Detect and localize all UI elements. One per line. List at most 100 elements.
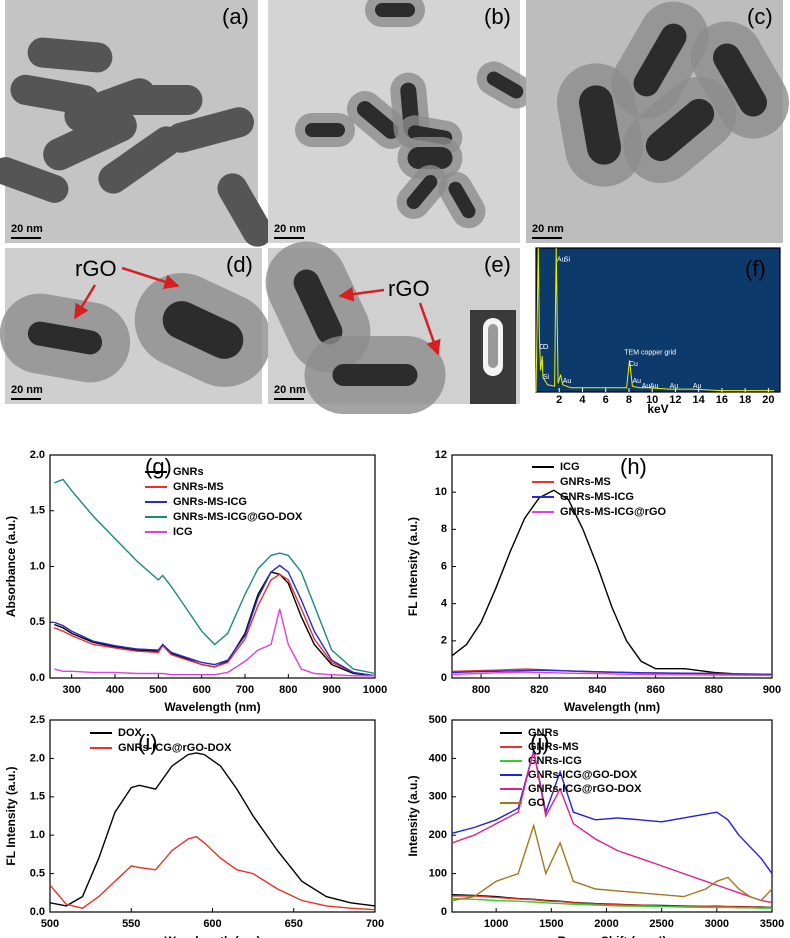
x-tick-label: 10 xyxy=(646,394,658,406)
x-tick-label: 12 xyxy=(669,394,681,406)
panel-label: (i) xyxy=(138,730,158,755)
legend-label: GNRs-MS-ICG@rGO xyxy=(560,506,667,518)
arrow xyxy=(73,284,97,320)
x-tick-label: 3500 xyxy=(760,918,784,930)
annotation: Si xyxy=(564,256,571,263)
panel-label: (f) xyxy=(745,256,766,281)
legend-label: GNRs-ICG@rGO-DOX xyxy=(118,742,232,754)
nanorod xyxy=(43,109,137,171)
y-tick-label: 0 xyxy=(441,672,447,684)
series-line xyxy=(451,823,773,902)
annotation: Au xyxy=(670,383,679,390)
annotation: Au xyxy=(693,383,702,390)
x-tick-label: 700 xyxy=(366,918,384,930)
nanorod xyxy=(396,165,448,219)
arrow xyxy=(121,266,180,290)
panel-label: (d) xyxy=(226,252,253,277)
nanorod xyxy=(611,1,709,119)
x-axis-label: Wavelength (nm) xyxy=(164,700,260,714)
x-tick-label: 800 xyxy=(279,684,297,696)
arrow xyxy=(338,286,385,302)
gold-core xyxy=(27,37,113,73)
x-tick-label: 4 xyxy=(579,394,586,406)
gold-core xyxy=(645,98,715,162)
legend-label: GNRs-MS xyxy=(528,741,579,753)
panel-label: (c) xyxy=(747,4,773,29)
nanorod xyxy=(346,91,410,149)
x-axis-label: Raman Shift (cm⁻¹) xyxy=(557,934,666,938)
x-tick-label: 840 xyxy=(588,684,606,696)
legend-label: GNRs-MS-ICG@GO-DOX xyxy=(173,511,303,523)
series-line xyxy=(451,897,772,909)
x-tick-label: 20 xyxy=(762,394,774,406)
plot-area xyxy=(535,247,781,393)
panel-label: (b) xyxy=(484,4,511,29)
nanorod xyxy=(304,336,446,414)
x-tick-label: 650 xyxy=(285,918,303,930)
y-tick-label: 12 xyxy=(435,449,447,461)
gold-core xyxy=(407,147,453,169)
x-tick-label: 500 xyxy=(149,684,167,696)
x-tick-label: 1000 xyxy=(484,918,508,930)
x-tick-label: 2500 xyxy=(649,918,673,930)
x-tick-label: 6 xyxy=(603,394,609,406)
x-tick-label: 1500 xyxy=(539,918,563,930)
x-tick-label: 3000 xyxy=(705,918,729,930)
nanorod xyxy=(98,126,182,194)
panel-label: (h) xyxy=(620,454,647,479)
gold-core xyxy=(166,107,254,153)
y-axis-label: FL Intensity (a.u.) xyxy=(4,766,18,865)
x-tick-label: 2000 xyxy=(594,918,618,930)
plot-area xyxy=(451,454,773,679)
y-tick-label: 500 xyxy=(429,714,447,726)
annotation: Cu xyxy=(629,361,638,368)
scale-bar-label: 20 nm xyxy=(274,384,306,396)
y-tick-label: 2.5 xyxy=(30,714,45,726)
x-tick-label: 600 xyxy=(192,684,210,696)
nanorod xyxy=(557,63,643,187)
scale-bar-label: 20 nm xyxy=(532,223,564,235)
annotation: C xyxy=(539,344,544,351)
x-tick-label: 900 xyxy=(763,684,781,696)
gold-core xyxy=(579,85,621,165)
series-line xyxy=(451,750,773,875)
nanorod xyxy=(166,107,254,153)
gold-core xyxy=(356,101,400,139)
x-tick-label: 860 xyxy=(646,684,664,696)
gold-core xyxy=(305,123,345,137)
x-tick-label: 700 xyxy=(236,684,254,696)
legend-label: GNRs-ICG xyxy=(528,755,582,767)
y-tick-label: 4 xyxy=(441,598,448,610)
gold-core xyxy=(107,85,203,115)
annotation: Au xyxy=(632,378,641,385)
x-tick-label: 900 xyxy=(322,684,340,696)
panel-label: (g) xyxy=(145,454,172,479)
nanorod xyxy=(623,76,737,184)
y-tick-label: 2 xyxy=(441,635,447,647)
x-tick-label: 550 xyxy=(122,918,140,930)
legend-label: ICG xyxy=(560,461,580,473)
nanorod xyxy=(397,137,463,179)
legend-label: ICG xyxy=(173,526,193,538)
gold-core xyxy=(0,157,69,203)
legend-label: GNRs-MS-ICG xyxy=(560,491,634,503)
x-tick-label: 2 xyxy=(556,394,562,406)
annotation: rGO xyxy=(75,256,117,281)
series-line xyxy=(451,750,773,904)
annotation: Au xyxy=(563,378,572,385)
y-tick-label: 0.0 xyxy=(30,906,45,918)
y-tick-label: 300 xyxy=(429,791,447,803)
series-line xyxy=(54,478,376,675)
x-tick-label: 8 xyxy=(626,394,632,406)
y-tick-label: 400 xyxy=(429,752,447,764)
y-tick-label: 10 xyxy=(435,486,447,498)
annotation: O xyxy=(543,344,549,351)
nanorod xyxy=(295,113,355,147)
legend-label: GNRs-MS xyxy=(560,476,611,488)
x-tick-label: 800 xyxy=(472,684,490,696)
x-tick-label: 400 xyxy=(106,684,124,696)
series-line xyxy=(451,671,773,677)
gold-core xyxy=(332,364,418,386)
annotation: Si xyxy=(543,374,550,381)
